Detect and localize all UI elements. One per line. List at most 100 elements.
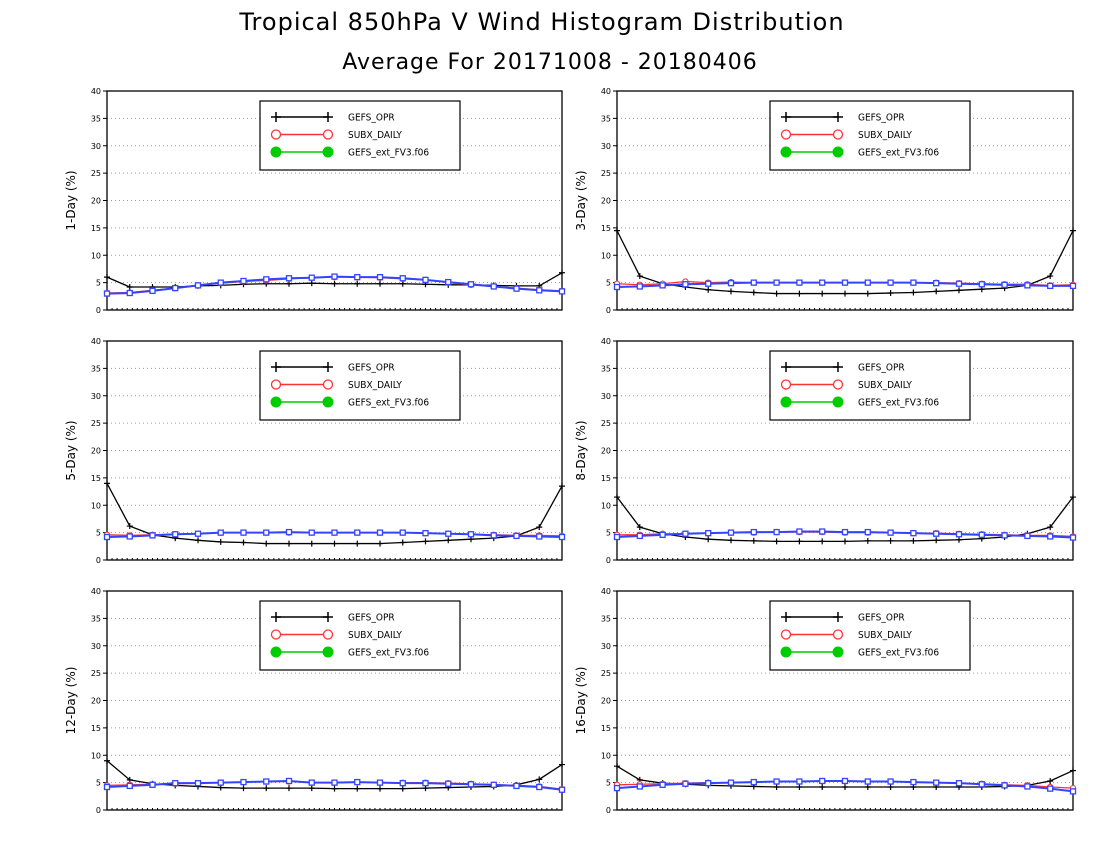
legend: GEFS_OPR SUBX_DAILY GEFS_ext_FV3.f06 bbox=[769, 600, 971, 671]
y-tick-label: 35 bbox=[601, 614, 611, 623]
y-tick-label: 20 bbox=[601, 447, 611, 456]
point-gefs-opr bbox=[773, 290, 780, 297]
y-tick-label: 0 bbox=[96, 556, 101, 565]
legend-label: GEFS_ext_FV3.f06 bbox=[858, 648, 939, 659]
point-gefs-ext bbox=[887, 279, 894, 286]
y-tick-label: 35 bbox=[601, 364, 611, 373]
y-tick-label: 30 bbox=[91, 142, 101, 151]
point-gefs-opr bbox=[445, 537, 452, 544]
point-gefs-ext bbox=[194, 530, 202, 537]
point-gefs-ext bbox=[864, 528, 871, 536]
point-gefs-opr bbox=[1070, 767, 1076, 774]
plot-frame bbox=[616, 340, 1074, 561]
legend-label: GEFS_OPR bbox=[348, 613, 395, 624]
y-axis-label: 12-Day (%) bbox=[64, 667, 78, 735]
point-gefs-ext bbox=[910, 530, 917, 537]
point-gefs-ext bbox=[217, 779, 224, 786]
point-gefs-opr bbox=[956, 287, 962, 294]
y-tick-label: 10 bbox=[91, 251, 101, 260]
point-gefs-ext bbox=[376, 529, 384, 536]
point-gefs-ext bbox=[613, 533, 621, 541]
point-gefs-ext bbox=[796, 778, 803, 785]
y-tick-label: 25 bbox=[601, 419, 611, 428]
legend-filled-circle-marker bbox=[322, 396, 334, 408]
legend-label: GEFS_ext_FV3.f06 bbox=[348, 148, 429, 159]
y-tick-label: 25 bbox=[601, 669, 611, 678]
legend-filled-circle-marker bbox=[780, 646, 792, 658]
y-tick-label: 20 bbox=[601, 697, 611, 706]
y-tick-label: 30 bbox=[91, 642, 101, 651]
point-gefs-ext bbox=[750, 528, 757, 536]
point-gefs-opr bbox=[104, 480, 110, 487]
figure-title: Tropical 850hPa V Wind Histogram Distrib… bbox=[238, 8, 844, 36]
point-gefs-ext bbox=[750, 279, 757, 286]
point-gefs-ext bbox=[978, 281, 985, 288]
legend-label: SUBX_DAILY bbox=[348, 380, 402, 391]
point-gefs-ext bbox=[490, 532, 497, 539]
point-gefs-opr bbox=[104, 274, 110, 281]
legend-label: GEFS_OPR bbox=[348, 363, 395, 374]
point-gefs-ext bbox=[263, 778, 270, 785]
point-gefs-ext bbox=[887, 778, 894, 785]
point-gefs-opr bbox=[422, 538, 429, 545]
y-axis-label: 16-Day (%) bbox=[574, 667, 588, 735]
legend-label: GEFS_ext_FV3.f06 bbox=[348, 648, 429, 659]
point-gefs-ext bbox=[819, 528, 826, 535]
legend-plus-marker bbox=[833, 612, 843, 622]
point-gefs-opr bbox=[559, 269, 565, 276]
point-gefs-ext bbox=[194, 282, 202, 289]
point-gefs-opr bbox=[887, 290, 894, 297]
y-tick-label: 15 bbox=[91, 224, 101, 233]
panels: 0 5 10 15 20 25 30 35 40 1-Day (%) GEFS_OPR SUBX_DA… bbox=[64, 87, 1077, 815]
legend-box bbox=[259, 100, 461, 171]
legend-box bbox=[259, 600, 461, 671]
plot-frame bbox=[106, 340, 563, 561]
point-gefs-opr bbox=[559, 761, 565, 768]
point-gefs-opr bbox=[331, 280, 338, 287]
point-gefs-opr bbox=[773, 538, 780, 545]
point-gefs-opr bbox=[705, 286, 712, 293]
point-gefs-opr bbox=[933, 288, 940, 295]
point-gefs-ext bbox=[955, 780, 963, 787]
y-axis-label: 3-Day (%) bbox=[574, 170, 588, 230]
point-gefs-ext bbox=[445, 530, 452, 537]
point-gefs-ext bbox=[659, 781, 666, 788]
point-gefs-ext bbox=[422, 276, 429, 284]
y-tick-label: 10 bbox=[601, 251, 611, 260]
point-gefs-opr bbox=[636, 273, 643, 280]
legend-open-circle-marker bbox=[322, 129, 334, 140]
point-gefs-opr bbox=[933, 537, 940, 544]
point-gefs-ext bbox=[1024, 532, 1031, 540]
point-gefs-ext bbox=[126, 533, 133, 540]
point-gefs-opr bbox=[217, 538, 224, 545]
legend-label: SUBX_DAILY bbox=[858, 130, 912, 141]
y-tick-label: 10 bbox=[91, 501, 101, 510]
point-gefs-ext bbox=[172, 531, 179, 538]
point-gefs-opr bbox=[1070, 227, 1076, 234]
legend-label: SUBX_DAILY bbox=[858, 380, 912, 391]
point-gefs-opr bbox=[354, 540, 361, 547]
y-tick-label: 25 bbox=[91, 169, 101, 178]
point-gefs-opr bbox=[750, 537, 757, 544]
point-gefs-ext bbox=[536, 783, 543, 791]
point-gefs-ext bbox=[978, 531, 985, 538]
point-gefs-ext bbox=[331, 779, 338, 786]
y-tick-label: 35 bbox=[601, 114, 611, 123]
point-gefs-opr bbox=[819, 290, 826, 297]
legend-box bbox=[259, 350, 461, 421]
point-gefs-ext bbox=[955, 280, 963, 287]
point-gefs-ext bbox=[536, 533, 543, 540]
point-gefs-opr bbox=[636, 524, 643, 531]
point-gefs-ext bbox=[682, 281, 689, 288]
point-gefs-ext bbox=[467, 531, 475, 538]
point-gefs-ext bbox=[217, 529, 224, 536]
point-gefs-ext bbox=[354, 778, 361, 786]
point-gefs-ext bbox=[910, 279, 917, 286]
point-gefs-ext bbox=[841, 279, 849, 286]
y-tick-label: 35 bbox=[91, 614, 101, 623]
legend-label: GEFS_ext_FV3.f06 bbox=[858, 148, 939, 159]
y-tick-label: 40 bbox=[91, 587, 101, 596]
point-gefs-opr bbox=[750, 289, 757, 296]
legend-plus-marker bbox=[833, 362, 843, 372]
y-tick-label: 0 bbox=[96, 806, 101, 815]
